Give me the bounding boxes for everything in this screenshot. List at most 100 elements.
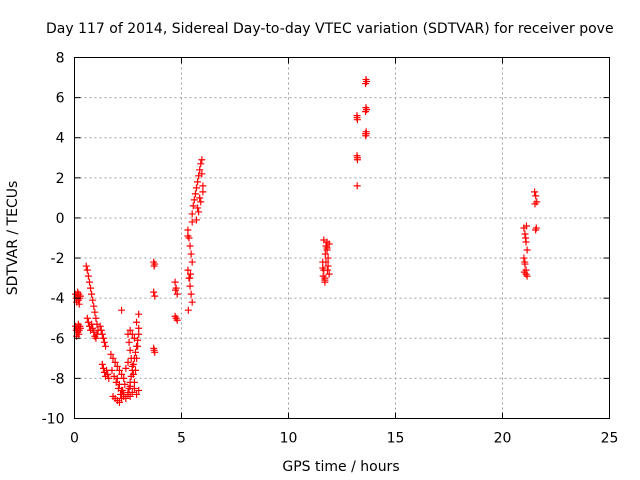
data-point	[108, 366, 116, 374]
data-point	[196, 194, 204, 202]
data-point	[120, 374, 128, 382]
data-point	[130, 384, 138, 392]
y-tick-label: -2	[51, 251, 65, 267]
data-point	[135, 386, 143, 394]
data-point	[129, 360, 137, 368]
x-tick-label: 15	[387, 431, 405, 447]
data-point	[186, 242, 194, 250]
data-point	[184, 266, 192, 274]
data-point	[107, 350, 115, 358]
y-tick-label: 2	[56, 171, 65, 187]
data-point	[130, 334, 138, 342]
data-point	[89, 296, 97, 304]
data-point	[87, 284, 95, 292]
data-point	[188, 258, 196, 266]
data-point	[531, 188, 539, 196]
data-point	[192, 216, 200, 224]
data-point	[105, 374, 113, 382]
data-point	[522, 234, 530, 242]
data-point	[128, 366, 136, 374]
y-tick-label: 6	[56, 91, 65, 107]
x-tick-label: 25	[601, 431, 619, 447]
data-point	[321, 278, 329, 286]
data-point	[198, 170, 206, 178]
data-point	[89, 324, 97, 332]
plot-frame	[74, 57, 610, 419]
data-point	[186, 274, 194, 282]
data-point	[122, 394, 130, 402]
data-point	[521, 230, 529, 238]
data-point	[522, 222, 530, 230]
data-point	[199, 188, 207, 196]
data-point	[150, 262, 158, 270]
data-point	[319, 264, 327, 272]
chart-title: Day 117 of 2014, Sidereal Day-to-day VTE…	[46, 21, 614, 37]
data-point	[323, 244, 331, 252]
data-point	[83, 266, 91, 274]
data-point	[91, 308, 99, 316]
data-point	[188, 298, 196, 306]
data-point	[118, 306, 126, 314]
y-tick-label: 0	[56, 211, 65, 227]
data-point	[151, 292, 159, 300]
data-point	[124, 358, 132, 366]
y-tick-label: 8	[56, 51, 65, 67]
data-point	[520, 254, 528, 262]
data-point	[353, 114, 361, 122]
data-point	[522, 270, 530, 278]
data-point	[88, 320, 96, 328]
data-point	[88, 290, 96, 298]
data-point	[319, 272, 327, 280]
data-point	[135, 310, 143, 318]
x-tick-label: 20	[494, 431, 512, 447]
data-point	[173, 290, 181, 298]
x-axis-label: GPS time / hours	[282, 459, 399, 475]
data-point	[362, 130, 370, 138]
data-point	[102, 342, 110, 350]
data-point	[325, 240, 333, 248]
data-point	[92, 314, 100, 322]
data-point	[98, 330, 106, 338]
data-point	[195, 208, 203, 216]
data-point	[118, 386, 126, 394]
data-point	[521, 258, 529, 266]
data-point	[172, 286, 180, 294]
data-point	[353, 182, 361, 190]
data-point	[186, 270, 194, 278]
data-point	[109, 354, 117, 362]
data-point	[194, 178, 202, 186]
data-point	[324, 262, 332, 270]
data-point	[197, 198, 205, 206]
data-point	[173, 316, 181, 324]
data-point	[128, 388, 136, 396]
data-point	[97, 326, 105, 334]
data-point	[532, 226, 540, 234]
data-point	[192, 184, 200, 192]
data-point	[126, 326, 134, 334]
data-point	[99, 334, 107, 342]
data-point	[126, 346, 134, 354]
data-point	[186, 282, 194, 290]
data-point	[133, 318, 141, 326]
data-point	[75, 300, 83, 308]
y-tick-labels: -10 -8 -6 -4 -2 0 2 4 6 8	[42, 51, 65, 428]
data-point	[128, 330, 136, 338]
data-point	[126, 392, 134, 400]
grid-lines	[74, 57, 610, 419]
data-point	[320, 236, 328, 244]
y-tick-label: 4	[56, 131, 65, 147]
x-tick-label: 5	[177, 431, 186, 447]
data-point	[190, 196, 198, 204]
data-point	[127, 372, 135, 380]
data-point	[322, 258, 330, 266]
data-point	[325, 270, 333, 278]
data-points	[72, 76, 541, 406]
y-tick-label: -8	[51, 371, 65, 387]
data-point	[130, 354, 138, 362]
data-point	[150, 346, 158, 354]
data-point	[111, 358, 119, 366]
data-point	[113, 374, 121, 382]
data-point	[133, 390, 141, 398]
data-point	[115, 366, 123, 374]
